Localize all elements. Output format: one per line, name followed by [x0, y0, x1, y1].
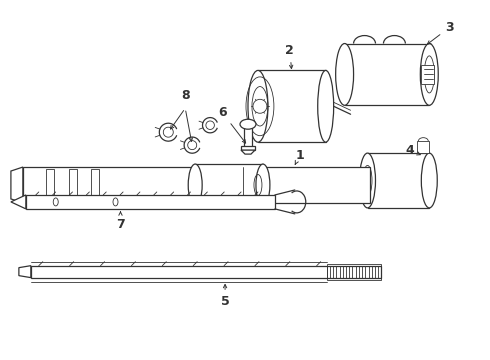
Ellipse shape [188, 164, 202, 206]
Text: 1: 1 [295, 149, 304, 165]
Ellipse shape [420, 44, 438, 105]
Circle shape [253, 99, 267, 113]
Ellipse shape [248, 71, 268, 142]
Ellipse shape [360, 153, 375, 208]
Text: 6: 6 [218, 106, 245, 143]
Text: 2: 2 [286, 44, 294, 68]
Ellipse shape [336, 44, 354, 105]
Polygon shape [241, 150, 255, 154]
Polygon shape [23, 167, 369, 203]
Polygon shape [26, 195, 275, 209]
Polygon shape [368, 153, 429, 208]
Text: 7: 7 [116, 212, 125, 231]
Polygon shape [417, 141, 429, 153]
Text: 3: 3 [427, 21, 454, 44]
Polygon shape [19, 266, 31, 278]
Ellipse shape [421, 153, 437, 208]
Ellipse shape [318, 71, 334, 142]
Ellipse shape [240, 119, 256, 129]
Ellipse shape [256, 164, 270, 206]
Text: 8: 8 [181, 89, 190, 102]
Text: 5: 5 [220, 284, 229, 308]
Polygon shape [421, 65, 434, 84]
Polygon shape [11, 167, 23, 203]
Polygon shape [241, 146, 255, 150]
Polygon shape [31, 266, 382, 278]
Polygon shape [11, 195, 26, 209]
Polygon shape [258, 71, 326, 142]
Polygon shape [244, 124, 252, 150]
Polygon shape [344, 44, 429, 105]
Text: 4: 4 [405, 144, 420, 157]
Polygon shape [195, 164, 263, 206]
